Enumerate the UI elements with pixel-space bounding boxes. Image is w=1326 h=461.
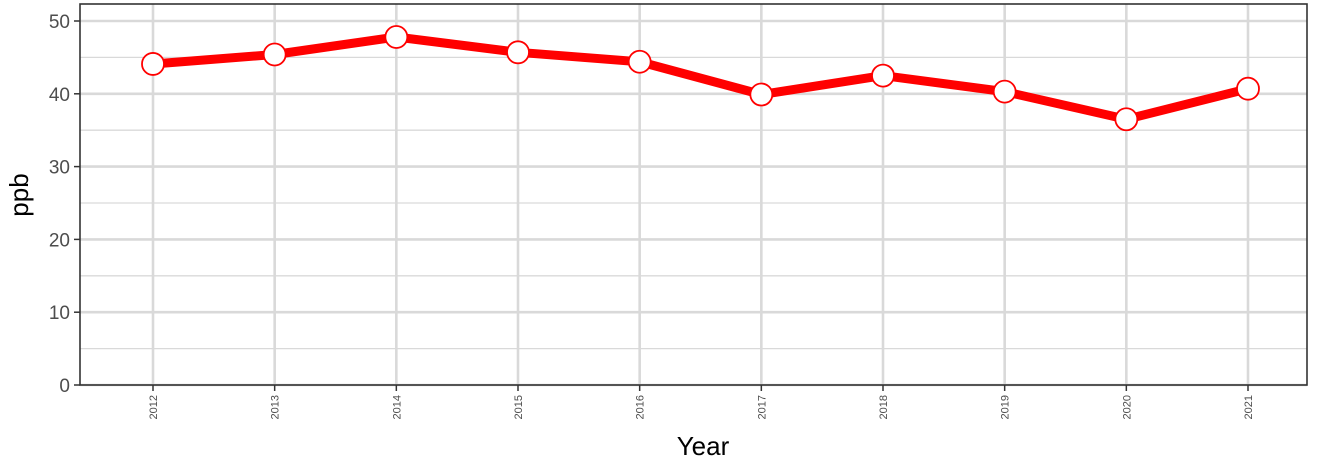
y-axis: 0 10 20 30 40 50 bbox=[49, 12, 80, 397]
x-axis: 2012 2013 2014 2015 2016 2017 2018 2019 2020 2021 bbox=[148, 385, 1255, 419]
x-tick-label: 2019 bbox=[1000, 395, 1012, 419]
x-tick-label: 2013 bbox=[270, 395, 282, 419]
y-tick-label: 10 bbox=[49, 303, 70, 324]
x-tick-label: 2014 bbox=[391, 395, 403, 419]
y-tick-label: 40 bbox=[49, 85, 70, 106]
y-axis-title: ppb bbox=[4, 173, 34, 216]
panel-border bbox=[79, 3, 1308, 386]
x-tick-label: 2018 bbox=[878, 395, 890, 419]
data-point bbox=[141, 52, 165, 76]
x-tick-label: 2017 bbox=[756, 395, 768, 419]
y-tick-label: 30 bbox=[49, 158, 70, 179]
grid-lines bbox=[80, 4, 1307, 387]
data-point bbox=[1236, 76, 1260, 101]
data-point bbox=[627, 49, 652, 74]
x-tick-label: 2021 bbox=[1243, 395, 1255, 419]
data-point bbox=[749, 82, 774, 107]
x-axis-title: Year bbox=[677, 431, 730, 461]
data-point bbox=[992, 79, 1017, 104]
data-point bbox=[1114, 107, 1139, 132]
x-tick-label: 2020 bbox=[1121, 395, 1133, 419]
series-layer bbox=[141, 25, 1260, 132]
series-line bbox=[148, 32, 1253, 124]
x-tick-label: 2012 bbox=[148, 395, 160, 419]
y-tick-label: 50 bbox=[49, 12, 70, 33]
data-point bbox=[506, 40, 530, 65]
data-point bbox=[262, 42, 287, 67]
x-tick-label: 2015 bbox=[513, 395, 525, 419]
y-tick-label: 20 bbox=[49, 230, 70, 251]
x-tick-label: 2016 bbox=[635, 395, 647, 419]
y-tick-label: 0 bbox=[59, 376, 70, 397]
data-point bbox=[384, 25, 409, 49]
data-point bbox=[871, 63, 895, 88]
